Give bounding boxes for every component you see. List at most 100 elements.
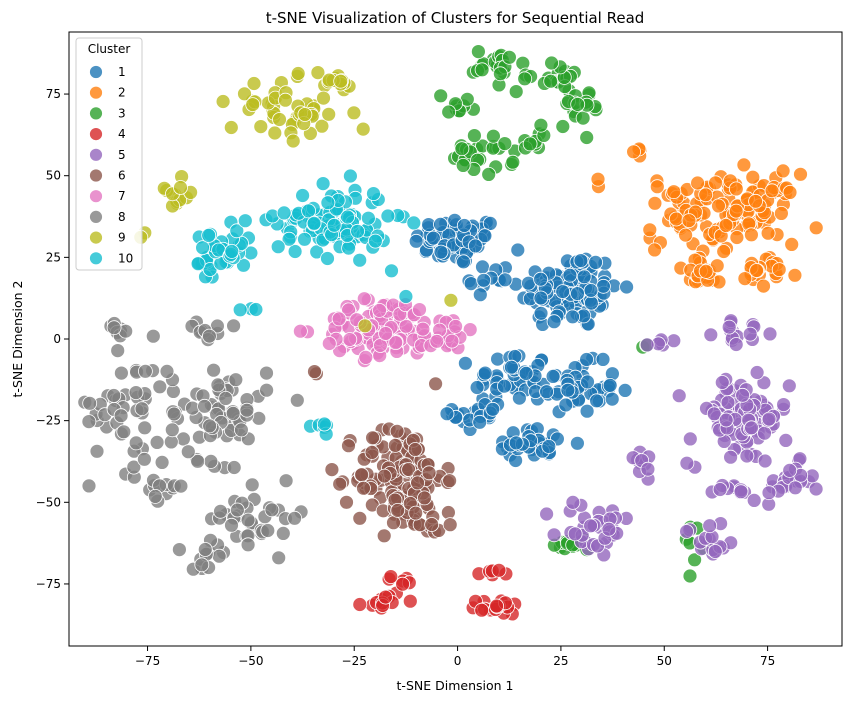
data-point bbox=[485, 401, 501, 417]
data-point bbox=[728, 337, 744, 352]
y-tick-label: 0 bbox=[53, 332, 61, 346]
legend-title: Cluster bbox=[88, 42, 131, 56]
data-point bbox=[565, 494, 581, 510]
data-point bbox=[539, 506, 554, 522]
data-point bbox=[185, 400, 200, 416]
legend-marker bbox=[89, 127, 103, 142]
data-point bbox=[276, 205, 292, 221]
data-point bbox=[647, 195, 663, 211]
data-point bbox=[565, 309, 580, 325]
data-point bbox=[260, 523, 276, 538]
data-point bbox=[428, 376, 444, 392]
data-point bbox=[408, 233, 424, 249]
data-point bbox=[356, 480, 371, 496]
data-point bbox=[307, 364, 322, 380]
data-point bbox=[320, 251, 335, 266]
data-point bbox=[454, 141, 470, 157]
data-point bbox=[190, 256, 206, 272]
data-point bbox=[340, 209, 356, 225]
legend-marker bbox=[89, 209, 103, 224]
legend-label: 5 bbox=[118, 148, 126, 162]
data-point bbox=[442, 473, 458, 489]
x-tick-label: 75 bbox=[760, 654, 775, 668]
data-point bbox=[376, 468, 392, 484]
data-point bbox=[346, 105, 362, 121]
data-point bbox=[232, 302, 248, 318]
data-point bbox=[387, 437, 403, 453]
data-point bbox=[501, 49, 517, 65]
data-point bbox=[81, 414, 97, 430]
data-point bbox=[583, 518, 598, 534]
data-point bbox=[233, 422, 249, 438]
data-point bbox=[287, 244, 303, 259]
data-point bbox=[739, 448, 755, 464]
data-point bbox=[492, 66, 508, 82]
data-point bbox=[698, 187, 714, 203]
data-point bbox=[718, 217, 734, 233]
y-tick-label: −50 bbox=[36, 495, 61, 509]
data-point bbox=[244, 477, 260, 493]
data-point bbox=[584, 295, 599, 311]
data-point bbox=[259, 382, 275, 398]
data-point bbox=[240, 537, 256, 553]
data-point bbox=[439, 406, 455, 422]
data-point bbox=[113, 408, 129, 424]
data-point bbox=[497, 136, 513, 152]
data-point bbox=[444, 333, 460, 349]
data-point bbox=[679, 455, 695, 471]
data-point bbox=[679, 524, 694, 539]
data-point bbox=[277, 92, 293, 108]
data-point bbox=[602, 377, 618, 393]
data-point bbox=[477, 365, 493, 381]
data-point bbox=[757, 453, 773, 469]
series-cluster-10 bbox=[190, 168, 422, 442]
data-point bbox=[490, 351, 506, 367]
data-point bbox=[224, 243, 240, 259]
data-point bbox=[546, 314, 562, 330]
data-point bbox=[173, 180, 188, 195]
data-point bbox=[760, 225, 776, 241]
data-point bbox=[455, 157, 471, 173]
data-point bbox=[197, 542, 213, 557]
data-point bbox=[690, 175, 705, 191]
legend-marker bbox=[89, 85, 103, 100]
y-tick-label: −75 bbox=[36, 577, 61, 591]
data-point bbox=[350, 223, 366, 239]
data-point bbox=[579, 352, 594, 367]
data-point bbox=[197, 398, 213, 414]
data-point bbox=[477, 228, 493, 244]
y-axis-label: t-SNE Dimension 2 bbox=[10, 281, 25, 398]
data-point bbox=[210, 377, 226, 393]
data-point bbox=[443, 292, 459, 308]
data-point bbox=[226, 460, 242, 475]
x-tick-label: 0 bbox=[454, 654, 462, 668]
data-point bbox=[668, 211, 684, 227]
series-cluster-8 bbox=[77, 314, 309, 577]
data-point bbox=[712, 482, 728, 497]
legend-label: 2 bbox=[118, 86, 126, 100]
data-point bbox=[546, 527, 562, 543]
data-point bbox=[639, 337, 655, 353]
data-point bbox=[749, 263, 764, 278]
data-point bbox=[757, 425, 772, 441]
data-point bbox=[355, 121, 371, 137]
data-point bbox=[154, 454, 170, 470]
data-point bbox=[512, 390, 527, 406]
data-point bbox=[248, 302, 264, 317]
data-point bbox=[206, 362, 222, 378]
data-point bbox=[136, 451, 152, 467]
data-point bbox=[415, 321, 431, 337]
series-cluster-2 bbox=[590, 141, 824, 294]
data-point bbox=[360, 210, 376, 226]
data-point bbox=[711, 198, 726, 214]
data-point bbox=[787, 267, 803, 283]
data-point bbox=[543, 73, 559, 89]
data-point bbox=[682, 568, 698, 584]
data-point bbox=[476, 272, 492, 288]
data-point bbox=[433, 244, 449, 260]
data-point bbox=[390, 502, 406, 518]
series-cluster-7 bbox=[292, 291, 478, 369]
data-point bbox=[491, 562, 507, 578]
series-cluster-5 bbox=[539, 313, 824, 563]
data-point bbox=[462, 322, 478, 338]
